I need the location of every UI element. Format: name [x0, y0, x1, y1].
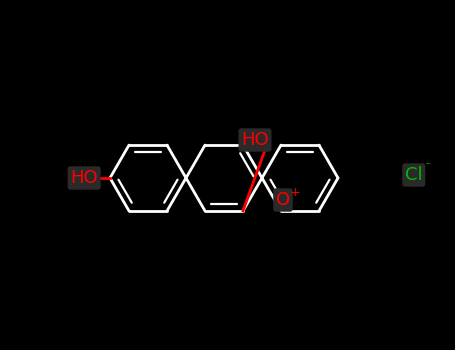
Text: HO: HO	[71, 169, 98, 187]
Text: ⁻: ⁻	[424, 161, 430, 174]
Text: Cl: Cl	[405, 166, 423, 184]
Text: O: O	[276, 191, 290, 209]
Text: +: +	[290, 186, 300, 198]
Text: HO: HO	[241, 131, 269, 149]
